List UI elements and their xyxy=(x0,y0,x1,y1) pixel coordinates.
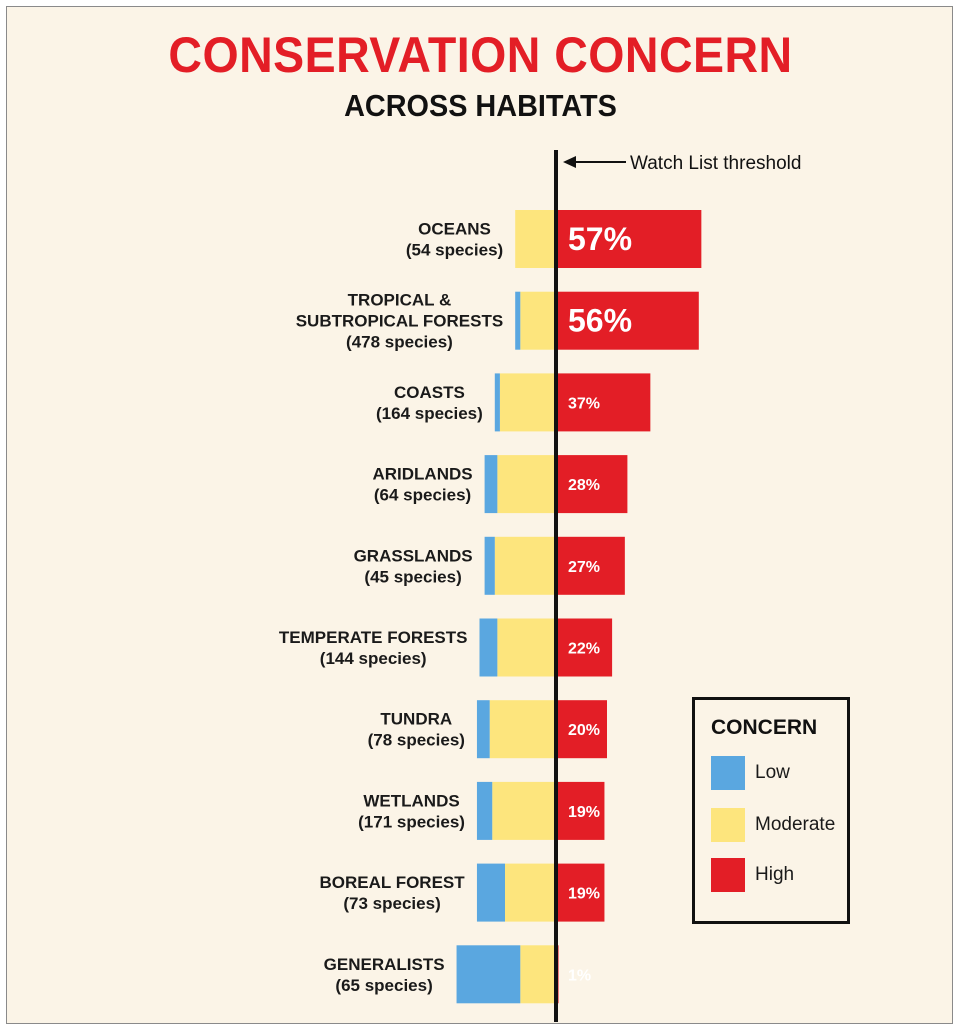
category-label: TUNDRA (78 species) xyxy=(368,710,465,750)
category-label: OCEANS (54 species) xyxy=(406,220,503,260)
value-label: 20% xyxy=(568,722,600,739)
bar-moderate xyxy=(497,618,556,677)
legend: CONCERN Low Moderate High xyxy=(692,697,850,924)
bar-low xyxy=(484,536,495,595)
legend-swatch-low xyxy=(711,756,745,790)
legend-label-high: High xyxy=(755,864,795,885)
bar-moderate xyxy=(520,945,556,1004)
legend-swatch-moderate xyxy=(711,808,745,842)
bar-low xyxy=(476,700,490,759)
legend-title: CONCERN xyxy=(711,716,818,739)
value-label: 27% xyxy=(568,559,600,576)
value-label: 22% xyxy=(568,641,600,658)
bar-high xyxy=(556,863,605,922)
bar-moderate xyxy=(499,373,556,432)
category-label: TROPICAL & SUBTROPICAL FORESTS (478 specie… xyxy=(296,291,503,352)
bar-moderate xyxy=(497,455,556,514)
bar-high xyxy=(556,210,702,268)
value-label: 57% xyxy=(568,221,632,257)
category-label: GENERALISTS (65 species) xyxy=(324,955,445,995)
category-label: COASTS (164 species) xyxy=(376,383,483,423)
bar-low xyxy=(476,863,505,922)
bar-high xyxy=(556,373,651,432)
bar-high xyxy=(556,455,628,514)
value-label: 19% xyxy=(568,804,600,821)
category-label: GRASSLANDS (45 species) xyxy=(354,546,473,586)
category-label: ARIDLANDS (64 species) xyxy=(372,465,472,505)
bar-low xyxy=(476,781,493,840)
bar-moderate xyxy=(494,536,556,595)
bar-moderate xyxy=(515,210,556,268)
legend-swatch-high xyxy=(711,858,745,892)
value-label: 19% xyxy=(568,886,600,903)
value-label: 56% xyxy=(568,303,632,339)
value-label: 28% xyxy=(568,477,600,494)
legend-label-moderate: Moderate xyxy=(755,814,836,835)
bar-low xyxy=(479,618,498,677)
chart-title: CONSERVATION CONCERN xyxy=(168,27,793,83)
bar-high xyxy=(556,291,699,350)
chart-subtitle: ACROSS HABITATS xyxy=(344,88,617,123)
legend-label-low: Low xyxy=(755,762,790,783)
bar-moderate xyxy=(492,781,556,840)
bar-low xyxy=(515,291,521,350)
category-label: WETLANDS (171 species) xyxy=(358,791,465,831)
bar-low xyxy=(484,455,498,514)
value-label: 37% xyxy=(568,395,600,412)
bar-low xyxy=(456,945,521,1004)
category-label: TEMPERATE FORESTS (144 species) xyxy=(279,628,468,668)
bar-moderate xyxy=(489,700,556,759)
bar-low xyxy=(494,373,500,432)
value-label: 1% xyxy=(568,967,591,984)
threshold-label: Watch List threshold xyxy=(630,153,801,174)
bar-moderate xyxy=(520,291,556,350)
bar-moderate xyxy=(505,863,556,922)
bar-high xyxy=(556,536,625,595)
category-label: BOREAL FOREST (73 species) xyxy=(320,873,466,913)
bar-high xyxy=(556,781,605,840)
bar-high xyxy=(556,700,607,759)
bar-high xyxy=(556,618,613,677)
threshold-arrow-head xyxy=(563,156,576,168)
